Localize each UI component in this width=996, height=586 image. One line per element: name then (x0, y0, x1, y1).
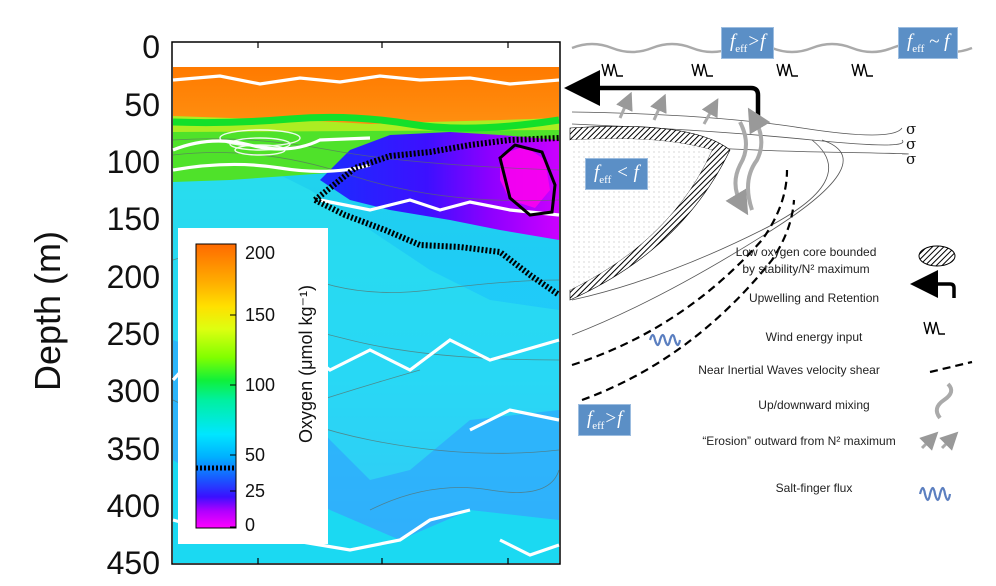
y-tick-350: 350 (106, 431, 160, 467)
colorbar-tick-200: 200 (245, 243, 276, 263)
y-tick-300: 300 (106, 373, 160, 409)
legend-wind-energy: Wind energy input (765, 330, 863, 344)
sigma-label-3: σ (906, 150, 917, 168)
badge-core: feff < f (585, 158, 648, 190)
legend-erosion: “Erosion” outward from N² maximum (702, 434, 896, 448)
y-tick-100: 100 (106, 144, 160, 180)
badge-surface-right-base: f (907, 31, 913, 52)
colorbar-tick-25: 25 (245, 481, 266, 501)
y-tick-250: 250 (106, 316, 160, 352)
badge-deep-rel: >f (604, 408, 623, 429)
legend-upwelling: Upwelling and Retention (748, 291, 880, 305)
y-tick-50: 50 (124, 87, 160, 123)
legend-low-oxygen-core: Low oxygen core bounded by stability/N² … (735, 245, 877, 276)
badge-surface-left-base: f (730, 31, 736, 52)
y-tick-0: 0 (142, 29, 160, 65)
y-axis-title: Depth (m) (27, 230, 68, 392)
legend-niw-shear: Near Inertial Waves velocity shear (698, 363, 880, 377)
colorbar (195, 243, 237, 529)
badge-deep: feff>f (578, 404, 632, 436)
badge-surface-right-sub: eff (912, 42, 925, 55)
colorbar-tick-0: 0 (245, 515, 256, 535)
badge-surface-left: feff>f (721, 27, 775, 59)
legend-salt-finger: Salt-finger flux (775, 481, 853, 495)
badge-surface-left-rel: >f (747, 31, 766, 52)
sigma-label-1: σ (906, 120, 917, 138)
y-tick-450: 450 (106, 545, 160, 581)
sigma-label-2: σ (906, 135, 917, 153)
colorbar-tick-150: 150 (245, 305, 276, 325)
badge-core-sub: eff (599, 173, 612, 186)
y-tick-400: 400 (106, 488, 160, 524)
badge-surface-right-rel: ~ f (924, 31, 950, 52)
badge-surface-right: feff ~ f (898, 27, 959, 59)
badge-core-base: f (594, 162, 600, 183)
y-tick-150: 150 (106, 201, 160, 237)
colorbar-title: Oxygen (μmol kg⁻¹) (296, 285, 316, 443)
badge-core-rel: < f (611, 162, 639, 183)
badge-deep-sub: eff (592, 419, 605, 432)
legend-mixing: Up/downward mixing (758, 398, 870, 412)
colorbar-tick-100: 100 (245, 375, 276, 395)
colorbar-tick-50: 50 (245, 445, 266, 465)
badge-deep-base: f (587, 408, 593, 429)
badge-surface-left-sub: eff (735, 42, 748, 55)
y-tick-200: 200 (106, 259, 160, 295)
